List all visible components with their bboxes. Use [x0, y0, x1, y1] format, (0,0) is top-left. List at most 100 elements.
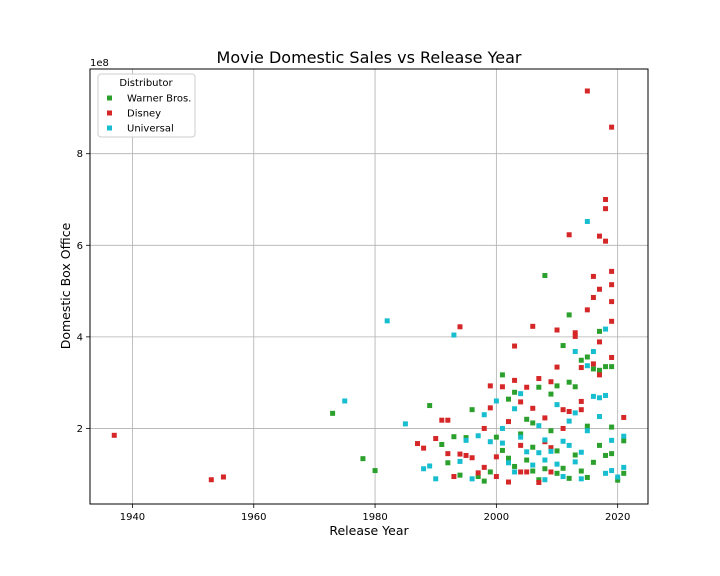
data-point	[572, 349, 578, 355]
data-point	[548, 428, 554, 434]
legend-label: Universal	[127, 124, 174, 135]
data-point	[554, 470, 560, 476]
axis-ticks: 1940 1960 1980 2000 2020 2 4 6 8	[77, 149, 631, 523]
data-point	[518, 431, 524, 437]
data-point	[621, 438, 627, 444]
data-point	[596, 367, 602, 373]
data-point	[463, 437, 469, 443]
data-point	[372, 468, 378, 474]
data-point	[590, 361, 596, 367]
legend-box	[97, 73, 196, 138]
data-point	[621, 470, 627, 476]
data-point	[499, 440, 505, 446]
data-point	[506, 396, 511, 402]
data-point	[548, 379, 554, 385]
data-point	[609, 424, 615, 430]
data-point	[439, 417, 445, 423]
legend-entries: Warner Bros. Disney Universal	[107, 94, 191, 135]
data-point	[548, 445, 554, 451]
y-tick-label: 2	[77, 424, 83, 435]
data-point	[554, 383, 560, 389]
data-point	[560, 465, 566, 471]
data-point	[566, 379, 572, 385]
data-point	[584, 423, 590, 429]
data-point	[524, 457, 530, 463]
data-point	[590, 294, 596, 300]
data-point	[457, 451, 463, 457]
data-point	[609, 354, 615, 360]
y-axis-offset-label: 1e8	[90, 58, 109, 69]
data-point	[621, 414, 627, 420]
data-point	[572, 333, 578, 339]
data-point	[530, 420, 536, 426]
data-point	[566, 232, 572, 238]
data-point	[609, 282, 615, 288]
legend-label: Disney	[127, 109, 161, 120]
data-point	[560, 438, 566, 444]
data-point	[603, 238, 609, 244]
data-point	[584, 88, 590, 94]
data-point	[415, 441, 421, 447]
data-point	[493, 474, 499, 480]
data-point	[603, 452, 609, 458]
data-point	[596, 372, 602, 378]
data-point	[457, 472, 463, 478]
data-point	[469, 476, 475, 482]
data-point	[603, 326, 609, 332]
data-point	[578, 365, 584, 371]
data-point	[572, 459, 578, 465]
legend-label: Warner Bros.	[127, 94, 191, 105]
data-point	[596, 442, 602, 448]
data-point	[475, 474, 481, 480]
plot-frame	[89, 68, 649, 505]
data-point	[530, 405, 536, 411]
data-point	[615, 477, 621, 483]
data-point	[536, 477, 542, 483]
data-point	[451, 332, 457, 338]
data-point	[609, 364, 615, 370]
data-point	[603, 206, 609, 212]
data-point	[590, 273, 596, 279]
data-point	[499, 384, 505, 390]
data-point	[603, 364, 609, 370]
data-point	[512, 406, 518, 412]
y-axis-label: Domestic Box Office	[58, 222, 73, 349]
data-point	[572, 410, 578, 416]
data-point	[548, 448, 554, 454]
legend-title: Distributor	[119, 78, 173, 89]
y-tick-label: 8	[77, 149, 83, 160]
data-point	[518, 399, 524, 405]
data-point	[524, 416, 530, 422]
data-point	[445, 460, 451, 466]
data-point	[499, 447, 505, 453]
grid-lines	[90, 69, 648, 504]
data-point	[512, 469, 518, 475]
data-point	[463, 452, 469, 458]
data-point	[566, 418, 572, 424]
data-point	[584, 307, 590, 313]
data-point	[609, 268, 615, 274]
data-point	[445, 451, 451, 457]
data-point	[457, 324, 463, 330]
data-point	[596, 286, 602, 292]
data-point	[590, 366, 596, 372]
data-point	[499, 372, 505, 378]
data-point	[609, 124, 615, 130]
data-point	[542, 457, 548, 463]
data-point	[481, 478, 487, 484]
data-point	[427, 403, 433, 409]
data-point	[560, 474, 566, 480]
y-tick-label: 6	[77, 241, 83, 252]
data-point	[536, 479, 542, 485]
data-point	[596, 339, 602, 345]
data-point	[554, 402, 560, 408]
data-point	[609, 437, 615, 443]
data-point	[360, 456, 366, 462]
data-point	[499, 425, 505, 431]
data-point	[530, 323, 536, 329]
data-point	[530, 468, 536, 474]
data-point	[518, 391, 524, 397]
data-point	[220, 474, 226, 480]
data-point	[542, 466, 548, 472]
data-points	[111, 88, 627, 485]
